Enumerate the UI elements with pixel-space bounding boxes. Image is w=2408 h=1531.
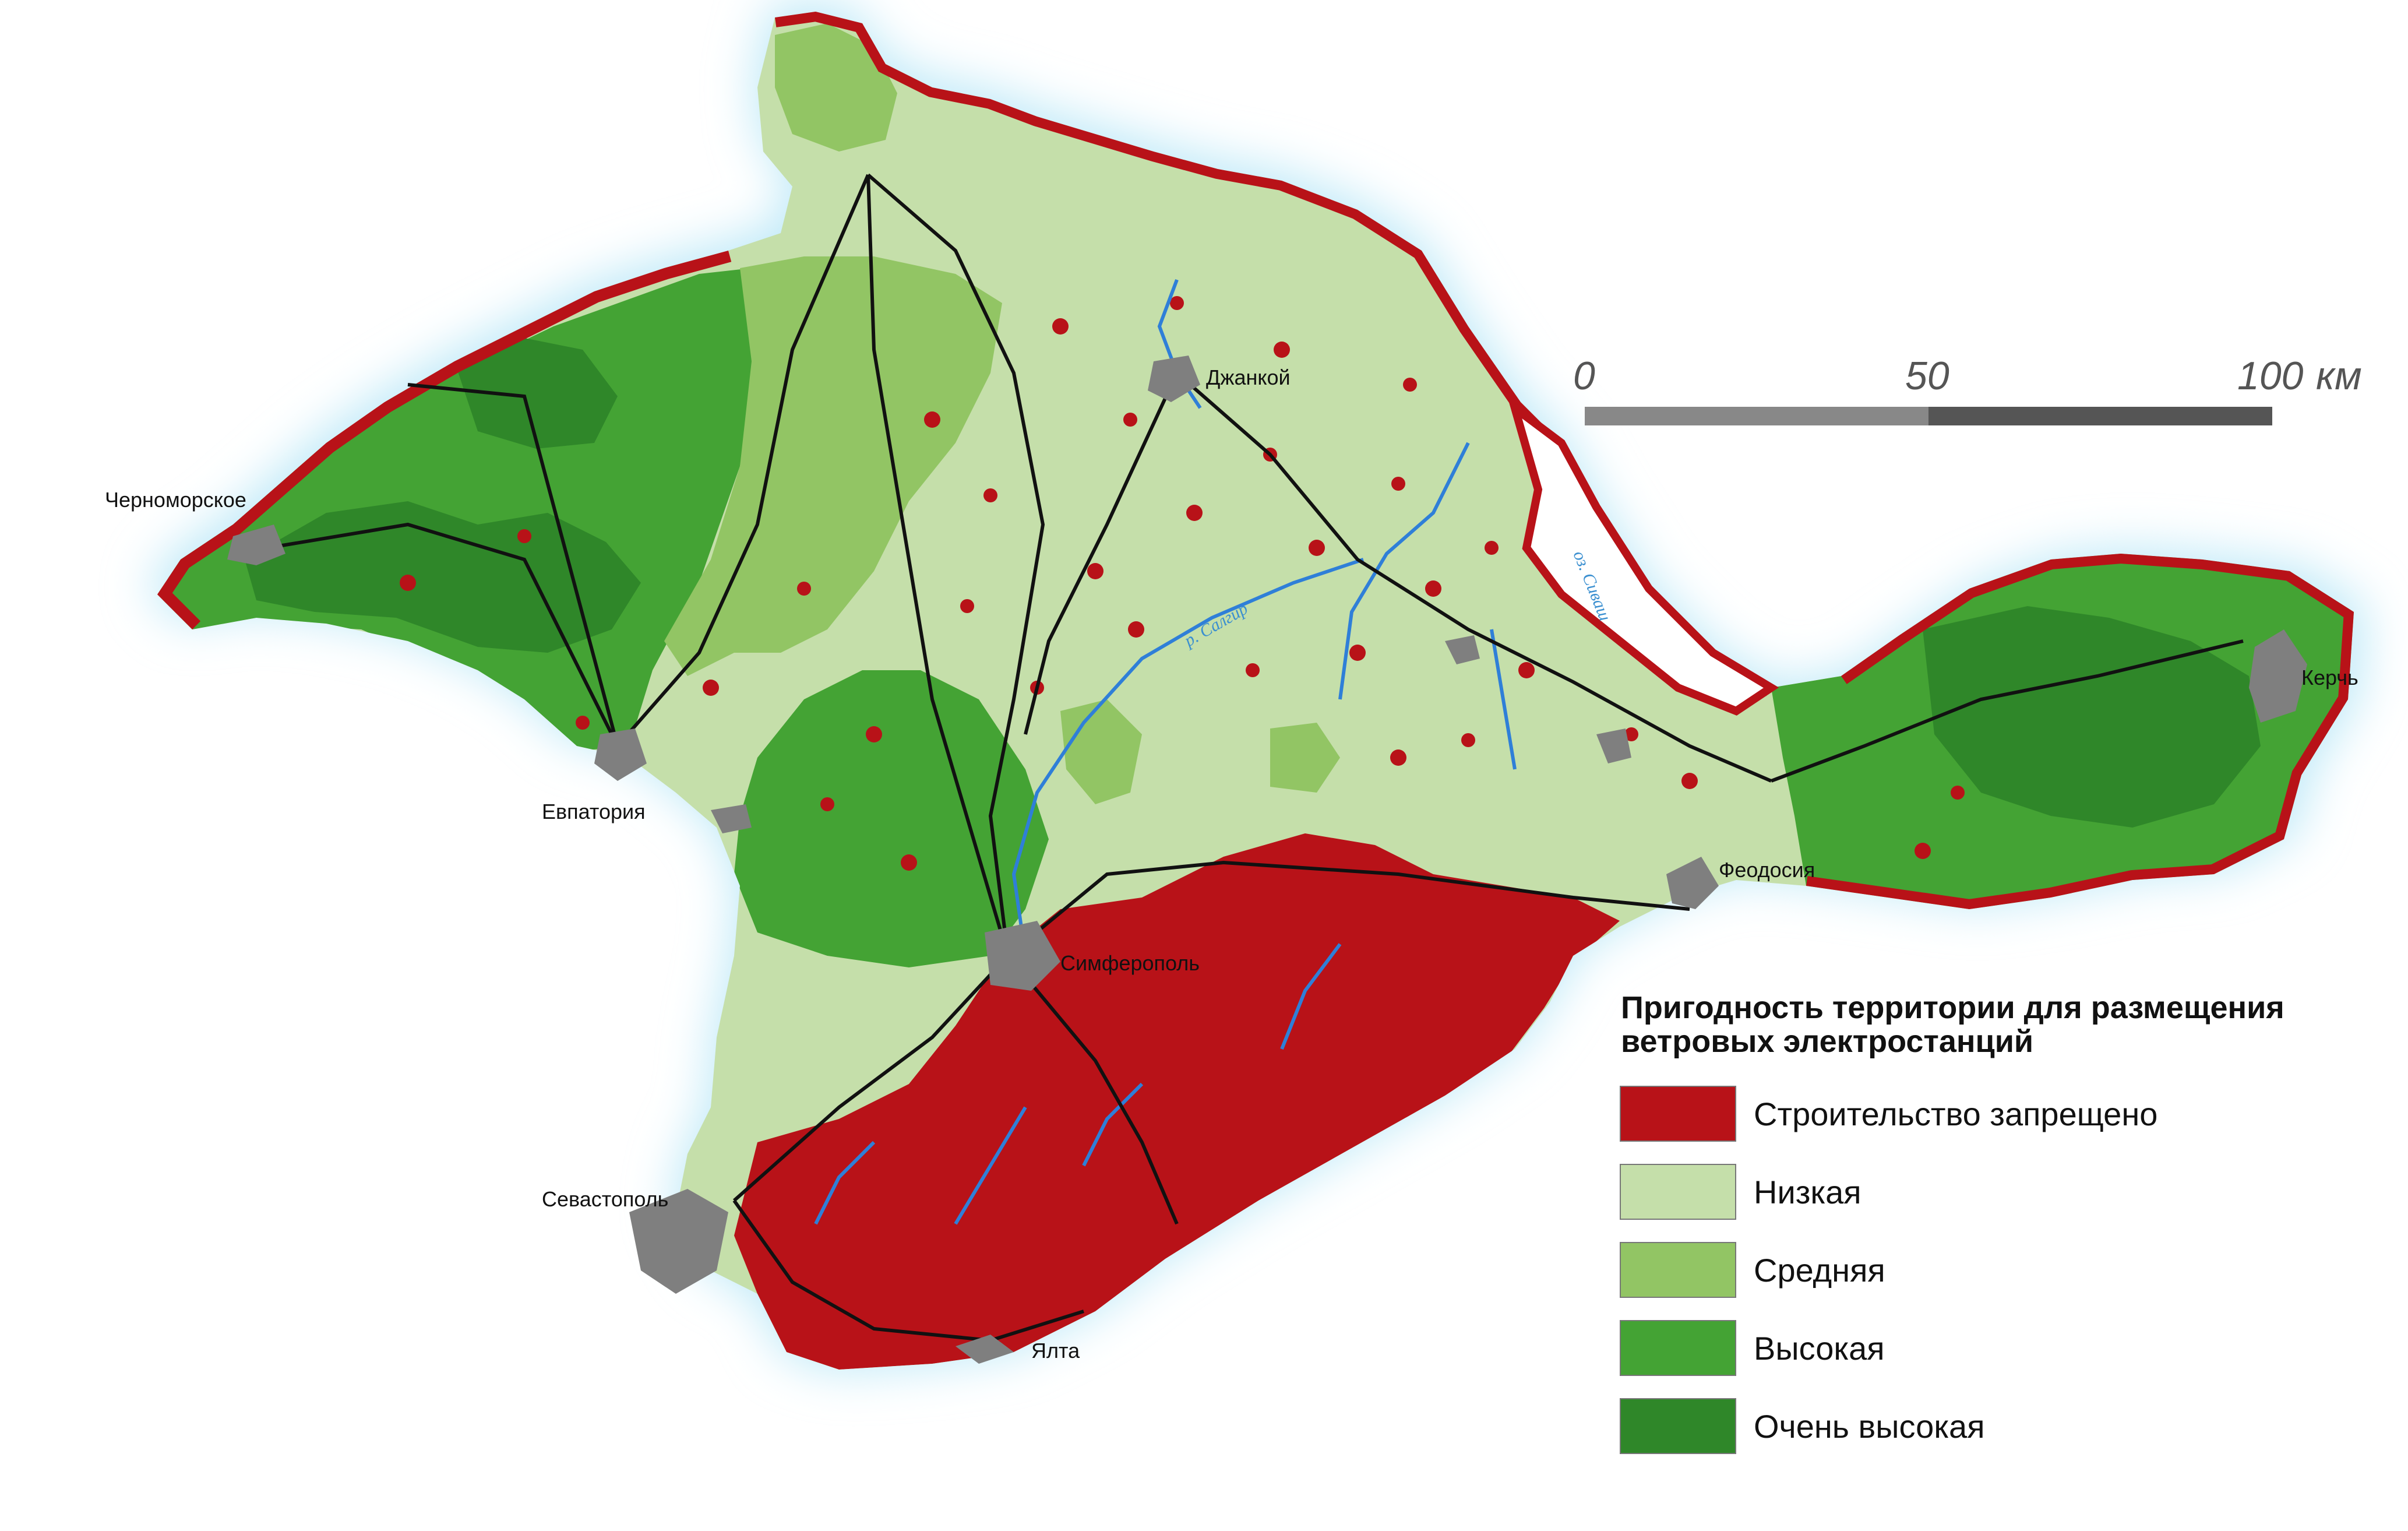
legend-swatch-low [1620, 1164, 1736, 1220]
scale-bar-segment-2 [1928, 407, 2272, 425]
city-dzhankoy-marker [1148, 356, 1200, 402]
legend-label-low: Низкая [1754, 1173, 1861, 1210]
scale-bar-segment-1 [1585, 407, 1928, 425]
forbidden-spots [400, 296, 1965, 871]
city-simferopol-label: Симферополь [1060, 951, 1200, 975]
city-chernomorskoe-marker [227, 525, 285, 565]
roads [267, 173, 2244, 1343]
city-simferopol-marker [985, 921, 1060, 991]
legend-item-low: Низкая [1620, 1153, 2377, 1231]
sivash-lagoon [1507, 397, 1779, 716]
city-feodosia-marker [1666, 857, 1719, 909]
city-kerch-label: Керчь [2301, 666, 2358, 689]
cities [227, 356, 2307, 1364]
legend-item-very-high: Очень высокая [1620, 1387, 2377, 1465]
zone-high-central [734, 670, 1049, 967]
zone-very-high-west-2 [454, 338, 618, 449]
scale-bar: 0 50 100 км [1573, 354, 2362, 425]
city-extra-2-marker [1596, 728, 1631, 763]
legend-swatch-high [1620, 1320, 1736, 1376]
city-sevastopol-marker [629, 1189, 728, 1294]
zone-medium-north-2 [775, 23, 897, 152]
zone-forbidden-south [734, 833, 1620, 1370]
legend-label-very-high: Очень высокая [1754, 1407, 1985, 1445]
scale-label-50: 50 [1905, 354, 1949, 398]
legend-label-medium: Средняя [1754, 1251, 1885, 1289]
legend-item-forbidden: Строительство запрещено [1620, 1075, 2377, 1153]
city-feodosia-label: Феодосия [1719, 858, 1815, 882]
city-kerch-marker [2249, 629, 2307, 723]
suitability-zones [157, 12, 2354, 1370]
zone-very-high-west [245, 501, 641, 653]
rivers [814, 279, 1517, 1225]
legend: Пригодность территории для размещения ве… [1620, 991, 2377, 1465]
city-extra-3-marker [711, 804, 752, 833]
legend-title: Пригодность территории для размещения ве… [1621, 990, 2284, 1059]
zone-very-high-east [1923, 606, 2261, 828]
scale-unit: км [2316, 354, 2362, 398]
legend-item-high: Высокая [1620, 1309, 2377, 1387]
city-evpatoria-label: Евпатория [542, 800, 646, 823]
city-yalta-label: Ялта [1031, 1339, 1080, 1363]
city-dzhankoy-label: Джанкой [1206, 365, 1291, 389]
scale-label-100: 100 [2237, 354, 2304, 398]
zone-medium-east-1 [1270, 723, 1340, 793]
legend-swatch-very-high [1620, 1398, 1736, 1454]
city-chernomorskoe-label: Черноморское [105, 488, 246, 512]
city-evpatoria-marker [594, 728, 647, 781]
city-extra-1-marker [1445, 635, 1480, 664]
legend-swatch-medium [1620, 1242, 1736, 1298]
scale-label-0: 0 [1573, 354, 1595, 398]
zone-medium-north [664, 256, 1002, 676]
legend-swatch-forbidden [1620, 1086, 1736, 1142]
legend-label-forbidden: Строительство запрещено [1754, 1095, 2158, 1132]
city-yalta-marker [956, 1335, 1014, 1364]
city-sevastopol-label: Севастополь [542, 1187, 668, 1211]
zone-forbidden-westcoast [157, 239, 732, 638]
legend-label-high: Высокая [1754, 1329, 1885, 1367]
legend-item-medium: Средняя [1620, 1231, 2377, 1309]
